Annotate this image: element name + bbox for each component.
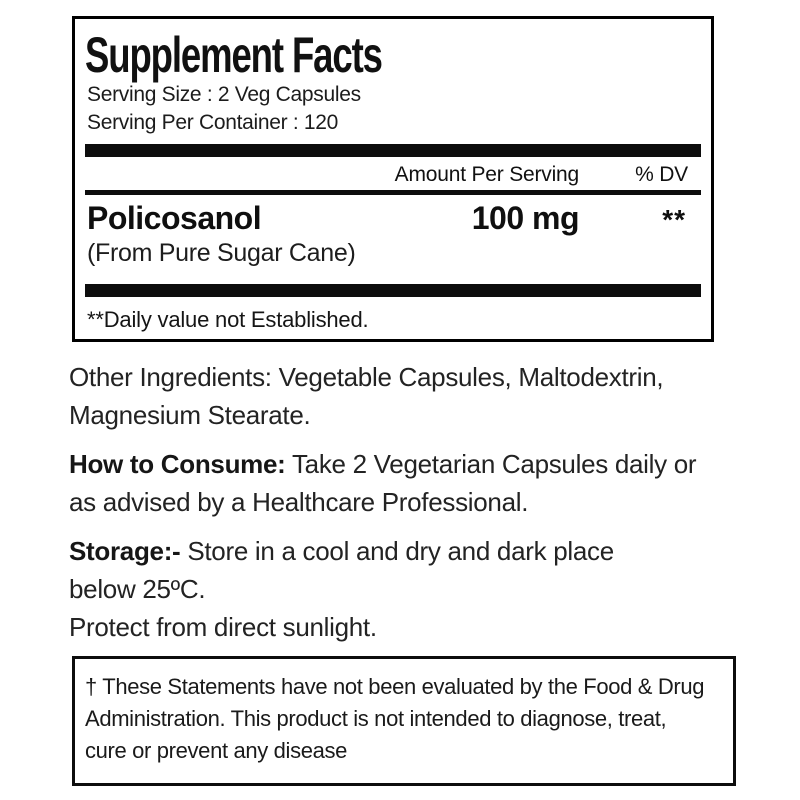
ingredient-row: Policosanol 100 mg **	[87, 200, 699, 237]
ingredient-dv: **	[662, 204, 686, 235]
facts-title: Supplement Facts	[85, 27, 383, 83]
how-to-consume-text: Take 2 Vegetarian Capsules daily or as a…	[69, 449, 697, 517]
info-section: Other Ingredients: Vegetable Capsules, M…	[69, 358, 775, 657]
servings-per-container: Serving Per Container : 120	[87, 111, 339, 134]
fda-disclaimer-box: † These Statements have not been evaluat…	[72, 656, 736, 786]
storage-lead: Storage:-	[69, 536, 181, 566]
storage-paragraph: Storage:- Store in a cool and dry and da…	[69, 532, 775, 646]
ingredient-amount: 100 mg	[471, 200, 580, 236]
other-ingredients-paragraph: Other Ingredients: Vegetable Capsules, M…	[69, 358, 775, 434]
divider-bar-thick-bottom	[85, 284, 701, 297]
dv-footnote: **Daily value not Established.	[87, 307, 369, 332]
percent-dv-header: % DV	[635, 163, 688, 186]
fda-disclaimer-text: † These Statements have not been evaluat…	[85, 674, 705, 763]
how-to-consume-paragraph: How to Consume: Take 2 Vegetarian Capsul…	[69, 445, 775, 521]
ingredient-name: Policosanol	[87, 200, 262, 236]
serving-size: Serving Size : 2 Veg Capsules	[87, 83, 361, 106]
supplement-facts-panel: Supplement Facts Serving Size : 2 Veg Ca…	[72, 16, 714, 342]
divider-bar-thick-top	[85, 144, 701, 157]
divider-bar-thin	[85, 190, 701, 195]
amount-per-serving-header: Amount Per Serving	[394, 163, 580, 186]
ingredient-source-note: (From Pure Sugar Cane)	[87, 239, 356, 267]
how-to-consume-lead: How to Consume:	[69, 449, 286, 479]
column-header-row: Amount Per Serving % DV	[87, 157, 699, 190]
other-ingredients-text: Other Ingredients: Vegetable Capsules, M…	[69, 362, 664, 430]
storage-text: Store in a cool and dry and dark place b…	[69, 536, 614, 642]
